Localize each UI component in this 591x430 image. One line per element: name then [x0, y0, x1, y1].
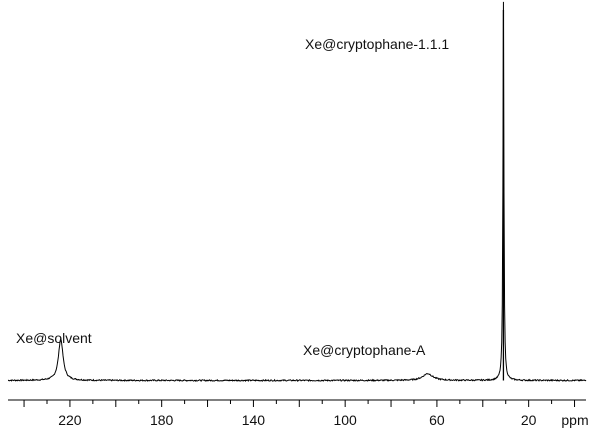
peak-label-1: Xe@cryptophane-A — [303, 342, 426, 358]
x-unit-label: ppm — [561, 412, 588, 428]
x-tick-label: 100 — [333, 412, 357, 428]
peak-label-0: Xe@solvent — [16, 330, 92, 346]
x-axis: 220 180 140 100 60 20 ppm — [8, 399, 589, 428]
peak-labels: Xe@solvent Xe@cryptophane-A Xe@cryptophane… — [16, 36, 449, 358]
plot-area — [7, 1, 587, 382]
x-tick-label: 20 — [521, 412, 537, 428]
x-tick-label: 220 — [58, 412, 82, 428]
peak-label-2: Xe@cryptophane-1.1.1 — [305, 36, 449, 52]
x-tick-label: 180 — [150, 412, 174, 428]
spectrum-trace — [7, 1, 587, 382]
x-tick-label: 140 — [242, 412, 266, 428]
x-tick-label: 60 — [429, 412, 445, 428]
